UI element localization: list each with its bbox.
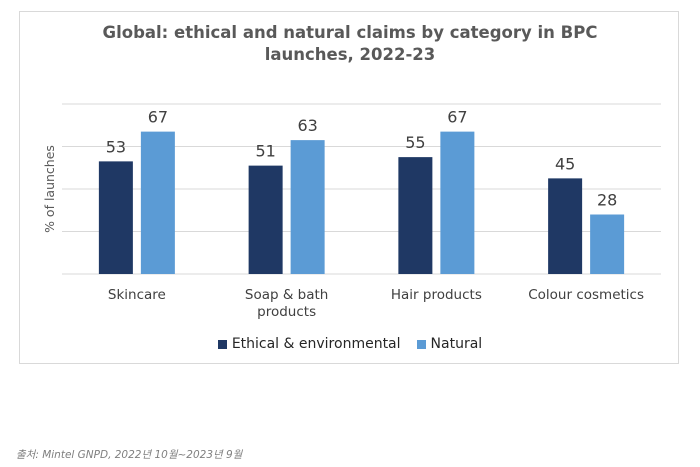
bar (248, 165, 283, 274)
y-axis-label: % of launches (42, 145, 57, 233)
bar (548, 178, 583, 274)
data-label: 51 (255, 142, 275, 161)
bar (290, 140, 325, 274)
x-tick-label: Soap & bath (245, 287, 328, 303)
legend-label: Natural (430, 336, 483, 352)
data-label: 55 (405, 133, 425, 152)
bar (590, 214, 625, 274)
x-tick-label: Hair products (391, 287, 482, 303)
data-label: 67 (447, 108, 467, 127)
data-label: 63 (297, 116, 317, 135)
chart-legend: Ethical & environmental Natural (20, 336, 680, 353)
legend-swatch (416, 339, 426, 349)
legend-label: Ethical & environmental (231, 336, 401, 352)
x-tick-label: Colour cosmetics (528, 287, 644, 303)
data-label: 28 (597, 191, 617, 210)
bar (140, 131, 175, 274)
bar (440, 131, 475, 274)
x-tick-label: products (257, 304, 316, 320)
legend-item: Natural (416, 336, 483, 352)
bar (98, 161, 133, 274)
source-note: 출처: Mintel GNPD, 2022년 10월~2023년 9월 (16, 449, 243, 461)
legend-item: Ethical & environmental (217, 336, 401, 352)
chart-frame: Global: ethical and natural claims by ca… (19, 11, 679, 364)
chart-title: Global: ethical and natural claims by ca… (102, 23, 598, 64)
legend-swatch (217, 339, 227, 349)
bar-chart: % of launches 53 67 Skincare 51 63 Soap & bath… (42, 103, 661, 320)
data-label: 45 (555, 154, 575, 173)
bar (398, 157, 433, 274)
x-tick-label: Skincare (108, 287, 166, 303)
data-label: 53 (106, 137, 126, 156)
data-label: 67 (148, 108, 168, 127)
